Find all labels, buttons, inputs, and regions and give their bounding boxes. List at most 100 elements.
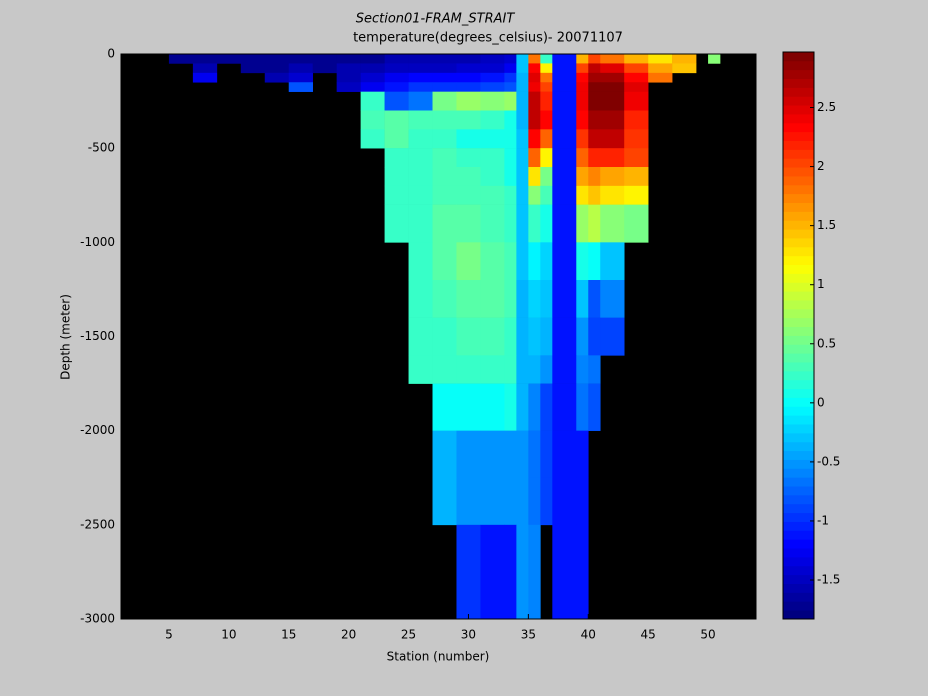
heatmap-cell — [408, 91, 433, 111]
heatmap-cell — [168, 54, 194, 64]
heatmap-cell — [528, 242, 541, 281]
heatmap-cell — [384, 72, 409, 83]
x-tick-label: 40 — [581, 628, 596, 642]
colorbar-swatch — [783, 574, 814, 584]
heatmap-cell — [588, 148, 601, 168]
heatmap-cell — [576, 110, 589, 130]
heatmap-cell — [432, 54, 457, 64]
heatmap-cell — [528, 129, 541, 149]
heatmap-cell — [456, 185, 481, 205]
heatmap-cell — [516, 82, 529, 92]
colorbar-swatch — [783, 468, 814, 478]
heatmap-cell — [600, 110, 625, 130]
colorbar-swatch — [783, 78, 814, 88]
heatmap-cell — [528, 110, 541, 130]
heatmap-cell — [600, 242, 625, 281]
heatmap-cell — [216, 54, 242, 64]
heatmap-cell — [504, 82, 517, 92]
colorbar-swatch — [783, 220, 814, 230]
heatmap-cell — [516, 280, 529, 318]
colorbar-swatch — [783, 291, 814, 301]
colorbar-swatch — [783, 610, 814, 620]
heatmap-cell — [576, 317, 589, 356]
heatmap-cell — [312, 63, 337, 74]
heatmap-cell — [588, 110, 601, 130]
y-tick-label: -1500 — [80, 329, 115, 343]
heatmap-cell — [552, 280, 577, 318]
heatmap-cell — [552, 204, 577, 243]
heatmap-cell — [516, 110, 529, 130]
x-tick-label: 50 — [700, 628, 715, 642]
colorbar-swatch — [783, 140, 814, 150]
heatmap-cell — [552, 54, 577, 64]
heatmap-cell — [504, 383, 517, 431]
heatmap-cell — [528, 167, 541, 187]
heatmap-cell — [504, 355, 517, 384]
heatmap-cell — [456, 477, 481, 526]
colorbar-swatch — [783, 282, 814, 292]
heatmap-cell — [576, 280, 589, 318]
heatmap-cell — [576, 91, 589, 111]
heatmap-cell — [480, 110, 505, 130]
heatmap-cell — [408, 63, 433, 74]
colorbar-swatch — [783, 131, 814, 141]
heatmap-cell — [516, 355, 529, 384]
colorbar-swatch — [783, 548, 814, 558]
heatmap-cell — [384, 129, 409, 149]
y-axis-label: Depth (meter) — [59, 294, 73, 380]
heatmap-cell — [408, 148, 433, 168]
colorbar-swatch — [783, 308, 814, 319]
heatmap-cell — [708, 54, 721, 64]
colorbar-swatch — [783, 176, 814, 186]
heatmap-cell — [480, 280, 505, 318]
colorbar-swatch — [783, 158, 814, 168]
heatmap-cell — [624, 129, 649, 149]
heatmap-cell — [408, 280, 433, 318]
colorbar-swatch — [783, 122, 814, 133]
heatmap-cell — [432, 242, 457, 281]
heatmap-cell — [600, 129, 625, 149]
heatmap-cell — [516, 317, 529, 356]
colorbar-swatch — [783, 388, 814, 398]
heatmap-cell — [264, 72, 290, 83]
colorbar-swatch — [783, 450, 814, 460]
heatmap-cell — [552, 383, 577, 431]
heatmap-cell — [336, 63, 361, 74]
heatmap-cell — [540, 129, 553, 149]
heatmap-cell — [528, 524, 541, 620]
heatmap-cell — [528, 317, 541, 356]
heatmap-cell — [516, 63, 529, 74]
x-tick-label: 35 — [521, 628, 536, 642]
heatmap-cell — [552, 355, 577, 384]
heatmap-cell — [504, 72, 517, 83]
heatmap-cell — [408, 185, 433, 205]
x-tick-label: 25 — [401, 628, 416, 642]
heatmap-cell — [432, 91, 457, 111]
colorbar-swatch — [783, 415, 814, 425]
heatmap-cell — [648, 63, 673, 74]
colorbar-swatch — [783, 149, 814, 159]
heatmap-cell — [432, 185, 457, 205]
heatmap-cell — [552, 129, 577, 149]
heatmap-cell — [552, 477, 577, 526]
heatmap-cell — [384, 185, 409, 205]
colorbar-swatch — [783, 565, 814, 576]
heatmap-cell — [624, 110, 649, 130]
heatmap-cell — [600, 167, 625, 187]
heatmap-cell — [504, 477, 517, 526]
heatmap-cell — [528, 72, 541, 83]
colorbar-swatch — [783, 255, 814, 266]
colorbar-tick-label: 1 — [817, 277, 825, 291]
heatmap-cell — [480, 91, 505, 111]
heatmap-cell — [432, 63, 457, 74]
heatmap-cell — [528, 280, 541, 318]
heatmap-cell — [504, 317, 517, 356]
colorbar-swatch — [783, 238, 814, 248]
heatmap-cell — [588, 91, 601, 111]
colorbar-swatch — [783, 317, 814, 328]
heatmap-cell — [336, 82, 361, 92]
colorbar-swatch — [783, 326, 814, 336]
heatmap-cell — [192, 72, 218, 83]
heatmap-cell — [588, 204, 601, 243]
heatmap-cell — [576, 355, 589, 384]
